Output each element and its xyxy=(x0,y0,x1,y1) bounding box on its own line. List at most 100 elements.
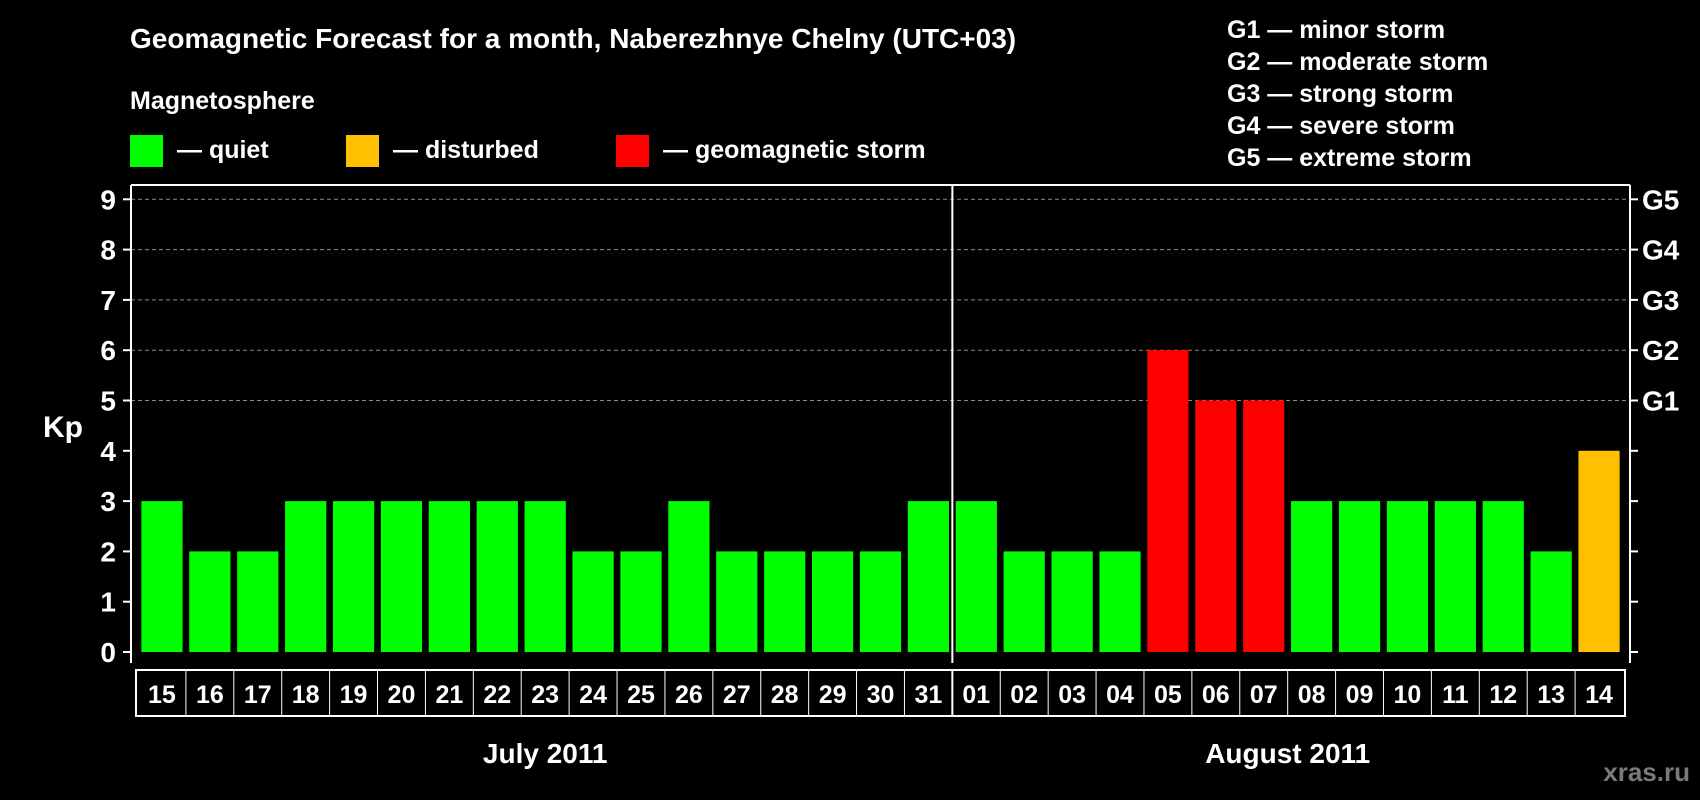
x-tick-label: 04 xyxy=(1106,681,1134,709)
bar-23 xyxy=(524,501,566,652)
bar-13 xyxy=(1530,551,1572,652)
watermark: xras.ru xyxy=(1603,757,1690,787)
storm-scale-item: G5 — extreme storm xyxy=(1227,144,1472,172)
bar-03 xyxy=(1051,551,1093,652)
y-tick-label: 3 xyxy=(100,486,116,517)
bar-04 xyxy=(1099,551,1141,652)
bar-11 xyxy=(1434,501,1476,652)
x-tick-label: 22 xyxy=(483,681,511,709)
bar-27 xyxy=(716,551,758,652)
bar-28 xyxy=(764,551,806,652)
y-tick-label: 8 xyxy=(100,235,116,266)
legend-swatch xyxy=(346,135,379,167)
x-tick-label: 14 xyxy=(1585,681,1613,709)
legend-swatch xyxy=(130,135,163,167)
bar-14 xyxy=(1578,450,1620,652)
x-tick-label: 06 xyxy=(1202,681,1230,709)
y-tick-label: 4 xyxy=(100,436,116,467)
x-tick-label: 13 xyxy=(1537,681,1565,709)
x-tick-label: 19 xyxy=(340,681,368,709)
bar-30 xyxy=(859,551,902,652)
bar-19 xyxy=(332,501,375,652)
x-tick-label: 18 xyxy=(292,681,320,709)
x-tick-label: 09 xyxy=(1346,681,1374,709)
month-labels: July 2011 August 2011 xyxy=(483,738,1370,769)
x-tick-label: 20 xyxy=(388,681,416,709)
bar-08 xyxy=(1291,501,1333,652)
bars xyxy=(141,350,1620,652)
x-tick-label: 31 xyxy=(914,681,942,709)
bar-26 xyxy=(668,501,710,652)
y-tick-label: 5 xyxy=(100,386,116,417)
storm-level-label: G4 xyxy=(1642,235,1680,266)
gridlines xyxy=(131,198,1630,401)
bar-12 xyxy=(1482,501,1524,652)
y-tick-label: 7 xyxy=(100,285,116,316)
storm-scale-item: G4 — severe storm xyxy=(1227,112,1455,140)
x-tick-label: 21 xyxy=(435,681,463,709)
bar-20 xyxy=(380,501,423,652)
y-tick-label: 0 xyxy=(100,637,116,668)
bar-31 xyxy=(907,501,950,652)
x-tick-label: 30 xyxy=(867,681,895,709)
x-tick-labels: 15 16 17 18 19 20 21 22 23 24 25 26 27 28 29 30 31 01 02 03… xyxy=(135,669,1626,717)
storm-scale-legend: G1 — minor storm G2 — moderate storm G3 — … xyxy=(1227,16,1488,172)
bar-25 xyxy=(620,551,662,652)
bar-22 xyxy=(476,501,518,652)
x-tick-label: 10 xyxy=(1394,681,1422,709)
bar-17 xyxy=(237,551,279,652)
bar-02 xyxy=(1003,551,1045,652)
storm-scale-item: G2 — moderate storm xyxy=(1227,48,1488,76)
x-tick-label: 27 xyxy=(723,681,751,709)
storm-scale-item: G1 — minor storm xyxy=(1227,16,1445,44)
x-tick-label: 05 xyxy=(1154,681,1182,709)
y-tick-label: 2 xyxy=(100,536,116,567)
x-tick-label: 07 xyxy=(1250,681,1278,709)
x-tick-label: 29 xyxy=(819,681,847,709)
x-tick-label: 23 xyxy=(531,681,559,709)
legend-label: — quiet xyxy=(177,136,269,164)
x-tick-label: 02 xyxy=(1010,681,1038,709)
chart-title: Geomagnetic Forecast for a month, Nabere… xyxy=(130,23,1016,54)
storm-scale-item: G3 — strong storm xyxy=(1227,80,1453,108)
bar-10 xyxy=(1386,501,1429,652)
bar-06 xyxy=(1195,400,1237,652)
bar-01 xyxy=(955,501,997,652)
x-tick-label: 24 xyxy=(579,681,607,709)
x-tick-label: 17 xyxy=(244,681,272,709)
month-label: August 2011 xyxy=(1205,738,1370,769)
bar-15 xyxy=(141,501,183,652)
bar-16 xyxy=(189,551,231,652)
bar-21 xyxy=(428,501,470,652)
storm-level-label: G1 xyxy=(1642,386,1679,417)
x-tick-label: 25 xyxy=(627,681,655,709)
x-tick-label: 03 xyxy=(1058,681,1086,709)
legend: — quiet — disturbed — geomagnetic storm xyxy=(130,135,926,167)
axes: 0 1 2 3 4 5 6 7 8 9 G1 G2 G3 G4 G5 xyxy=(100,184,1680,668)
storm-level-label: G3 xyxy=(1642,285,1679,316)
bar-29 xyxy=(811,551,854,652)
storm-level-label: G5 xyxy=(1642,184,1679,215)
bar-07 xyxy=(1243,400,1285,652)
legend-label: — disturbed xyxy=(393,136,539,164)
x-tick-label: 16 xyxy=(196,681,224,709)
month-label: July 2011 xyxy=(483,738,608,769)
y-tick-label: 6 xyxy=(100,335,116,366)
legend-label: — geomagnetic storm xyxy=(663,136,926,164)
y-tick-label: 9 xyxy=(100,184,116,215)
x-tick-label: 12 xyxy=(1489,681,1517,709)
y-tick-label: 1 xyxy=(100,587,116,618)
x-tick-label: 11 xyxy=(1442,681,1469,709)
x-tick-label: 08 xyxy=(1298,681,1326,709)
storm-level-label: G2 xyxy=(1642,335,1679,366)
bar-09 xyxy=(1338,501,1381,652)
bar-05 xyxy=(1147,350,1189,652)
legend-title: Magnetosphere xyxy=(130,87,315,115)
x-tick-label: 01 xyxy=(962,681,990,709)
bar-24 xyxy=(572,551,614,652)
legend-swatch xyxy=(616,135,649,167)
x-tick-label: 28 xyxy=(771,681,799,709)
y-axis-label: Kp xyxy=(43,411,83,444)
x-tick-label: 26 xyxy=(675,681,703,709)
